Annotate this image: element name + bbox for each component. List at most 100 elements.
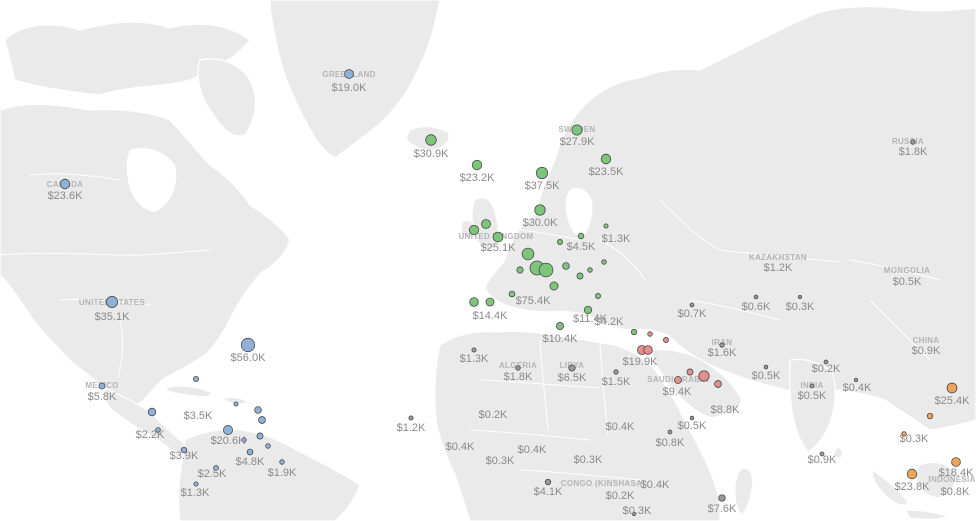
sales-dot[interactable] bbox=[192, 375, 200, 383]
sales-dot[interactable] bbox=[714, 380, 722, 388]
sales-dot[interactable] bbox=[408, 415, 414, 421]
sales-dot[interactable] bbox=[233, 401, 239, 407]
sales-dot[interactable] bbox=[508, 290, 516, 298]
sales-dot[interactable] bbox=[180, 446, 188, 454]
sales-dot[interactable] bbox=[59, 178, 71, 190]
sales-dot[interactable] bbox=[223, 425, 233, 435]
sales-dot[interactable] bbox=[797, 294, 803, 300]
sales-dot[interactable] bbox=[819, 451, 825, 457]
sales-dot[interactable] bbox=[147, 407, 157, 417]
sales-dot[interactable] bbox=[906, 468, 918, 480]
sales-dot[interactable] bbox=[240, 337, 256, 353]
sales-dot[interactable] bbox=[265, 443, 271, 449]
sales-dot[interactable] bbox=[951, 457, 961, 467]
sales-dot[interactable] bbox=[689, 415, 695, 421]
value-label: $30.0K bbox=[523, 217, 559, 229]
sales-dot[interactable] bbox=[910, 139, 916, 145]
sales-dot[interactable] bbox=[587, 267, 593, 273]
sales-dot[interactable] bbox=[583, 305, 593, 315]
sales-dot[interactable] bbox=[718, 494, 726, 502]
value-label: $56.0K bbox=[231, 352, 267, 364]
sales-dot[interactable] bbox=[763, 364, 769, 370]
sales-dot[interactable] bbox=[515, 365, 521, 371]
sales-dot[interactable] bbox=[823, 359, 829, 365]
sales-dot[interactable] bbox=[571, 124, 583, 136]
sales-dot[interactable] bbox=[535, 166, 549, 180]
sales-dot[interactable] bbox=[241, 437, 247, 443]
sales-dot[interactable] bbox=[630, 328, 638, 336]
sales-dot[interactable] bbox=[155, 427, 161, 433]
sales-dot[interactable] bbox=[538, 262, 554, 278]
sales-dot[interactable] bbox=[698, 370, 710, 382]
sales-dot[interactable] bbox=[246, 448, 254, 456]
sales-dot[interactable] bbox=[643, 345, 653, 355]
land-greenland bbox=[269, 0, 441, 159]
sales-dot[interactable] bbox=[674, 376, 682, 384]
value-label: $1.3K bbox=[181, 487, 210, 499]
sales-dot[interactable] bbox=[663, 337, 669, 343]
value-label: $2.2K bbox=[136, 429, 165, 441]
land-south-america bbox=[177, 428, 361, 521]
sales-dot[interactable] bbox=[254, 406, 262, 414]
value-label: $3.5K bbox=[184, 410, 213, 422]
sales-dot[interactable] bbox=[613, 369, 619, 375]
value-label: $2.5K bbox=[198, 468, 227, 480]
sales-dot[interactable] bbox=[492, 231, 504, 243]
sales-dot[interactable] bbox=[549, 281, 559, 291]
sales-dot[interactable] bbox=[555, 321, 565, 331]
value-label: $25.1K bbox=[481, 242, 517, 254]
sales-dot[interactable] bbox=[481, 219, 491, 229]
sales-dot[interactable] bbox=[926, 412, 934, 420]
sales-dot[interactable] bbox=[468, 224, 480, 236]
sales-dot[interactable] bbox=[193, 481, 199, 487]
sales-dot[interactable] bbox=[686, 368, 694, 376]
sales-dot[interactable] bbox=[901, 431, 907, 437]
value-label: $27.9K bbox=[560, 136, 596, 148]
sales-dot[interactable] bbox=[106, 296, 118, 308]
sales-dot[interactable] bbox=[471, 159, 483, 171]
sales-dot[interactable] bbox=[469, 297, 479, 307]
sales-dot[interactable] bbox=[544, 478, 552, 486]
sales-dot[interactable] bbox=[557, 239, 563, 245]
sales-dot[interactable] bbox=[471, 347, 477, 353]
sales-dot[interactable] bbox=[568, 364, 576, 372]
sales-dot[interactable] bbox=[631, 511, 637, 517]
sales-dot[interactable] bbox=[279, 459, 285, 465]
label-china: CHINA bbox=[913, 336, 940, 345]
sales-dot[interactable] bbox=[516, 266, 524, 274]
sales-dot[interactable] bbox=[719, 342, 725, 348]
sales-dot[interactable] bbox=[576, 272, 584, 280]
value-label: $11.4K bbox=[573, 313, 608, 325]
sales-dot[interactable] bbox=[485, 297, 495, 307]
value-label: $0.5K bbox=[798, 390, 827, 402]
sales-dot[interactable] bbox=[753, 294, 759, 300]
sales-dot[interactable] bbox=[809, 383, 815, 389]
value-label: $7.6K bbox=[708, 503, 737, 515]
sales-dot[interactable] bbox=[601, 259, 607, 265]
label-indonesia: INDONESIA bbox=[928, 475, 975, 484]
value-label: $0.5K bbox=[752, 370, 781, 382]
value-label: $18.4K bbox=[939, 467, 975, 479]
sales-dot[interactable] bbox=[521, 247, 535, 261]
sales-dot[interactable] bbox=[600, 153, 612, 165]
sales-dot[interactable] bbox=[256, 432, 264, 440]
sales-dot[interactable] bbox=[603, 223, 609, 229]
sales-dot[interactable] bbox=[595, 293, 601, 299]
sales-dot[interactable] bbox=[258, 416, 266, 424]
sales-dot[interactable] bbox=[689, 302, 695, 308]
value-label: $4.1K bbox=[534, 486, 563, 498]
sales-dot[interactable] bbox=[946, 382, 958, 394]
sales-dot[interactable] bbox=[853, 377, 859, 383]
sales-dot[interactable] bbox=[647, 331, 653, 337]
value-label: $23.8K bbox=[895, 481, 931, 493]
sales-dot[interactable] bbox=[562, 262, 570, 270]
sales-dot[interactable] bbox=[577, 232, 585, 240]
sales-dot[interactable] bbox=[667, 429, 673, 435]
sales-dot[interactable] bbox=[344, 69, 354, 79]
sales-dot[interactable] bbox=[534, 204, 546, 216]
sales-dot[interactable] bbox=[213, 465, 219, 471]
sales-dot[interactable] bbox=[98, 382, 106, 390]
value-label: $0.2K bbox=[606, 490, 635, 502]
sales-dot[interactable] bbox=[425, 134, 437, 146]
